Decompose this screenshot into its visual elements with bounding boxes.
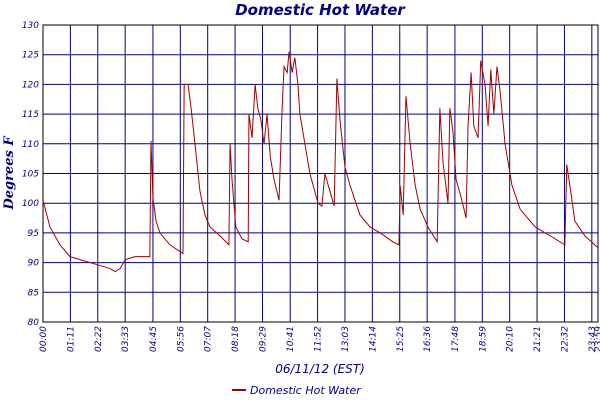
x-tick-label: 02:22: [94, 326, 104, 352]
x-tick-label: 15:25: [396, 326, 406, 352]
y-tick-label: 95: [28, 229, 40, 239]
y-tick-label: 80: [28, 318, 40, 328]
x-tick-label: 08:18: [231, 326, 241, 352]
x-tick-label: 23:59: [594, 326, 600, 352]
y-tick-label: 85: [28, 288, 40, 298]
x-tick-label: 04:45: [149, 326, 159, 352]
y-tick-label: 120: [22, 80, 39, 90]
x-tick-label: 05:56: [176, 326, 186, 352]
x-tick-label: 23:43: [588, 326, 598, 352]
y-tick-label: 100: [22, 199, 39, 209]
x-tick-label: 17:48: [451, 326, 461, 352]
legend-label: Domestic Hot Water: [250, 384, 362, 397]
x-tick-label: 13:03: [341, 326, 351, 352]
x-tick-label: 07:07: [204, 326, 214, 352]
x-tick-label: 14:14: [368, 326, 378, 352]
y-tick-label: 110: [22, 140, 39, 150]
x-tick-label: 11:52: [314, 326, 324, 352]
x-tick-label: 22:32: [560, 326, 570, 352]
y-tick-label: 125: [22, 51, 39, 61]
x-tick-label: 18:59: [478, 326, 488, 352]
x-tick-label: 03:33: [121, 326, 131, 352]
x-tick-label: 09:29: [258, 326, 268, 352]
y-tick-label: 130: [22, 21, 39, 31]
data-line: [42, 51, 599, 273]
y-tick-label: 90: [28, 259, 40, 269]
x-tick-label: 16:36: [423, 326, 433, 352]
x-tick-label: 10:41: [286, 326, 296, 352]
y-tick-label: 115: [22, 110, 39, 120]
y-tick-label: 105: [22, 170, 39, 180]
x-tick-label: 21:21: [533, 326, 543, 352]
y-axis-label: Degrees F: [2, 136, 17, 211]
x-axis-label: 06/11/12 (EST): [275, 362, 365, 376]
x-tick-label: 20:10: [506, 326, 516, 352]
x-tick-label: 01:11: [66, 326, 76, 352]
chart-title: Domestic Hot Water: [235, 1, 406, 19]
x-tick-label: 00:00: [39, 326, 49, 352]
plot-border: [42, 24, 599, 323]
